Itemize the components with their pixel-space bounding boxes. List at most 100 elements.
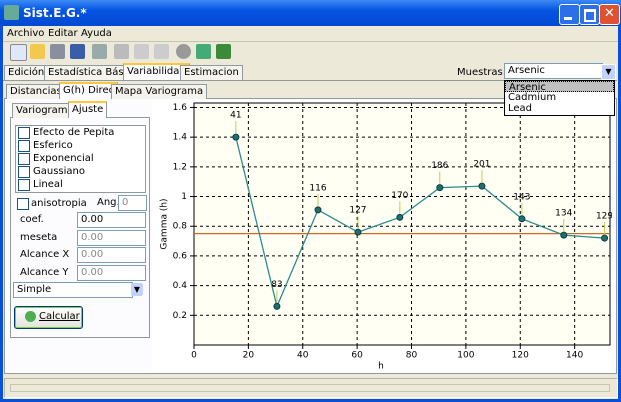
y-tick-label: 0.6: [173, 251, 188, 261]
param-input[interactable]: 0.00: [77, 264, 146, 281]
option[interactable]: Lead: [508, 103, 533, 114]
x-tick-label: 20: [243, 351, 255, 361]
x-tick-label: 100: [457, 351, 474, 361]
title-bar: Sist.E.G.* ✕: [0, 0, 621, 26]
model-label: Lineal: [33, 179, 63, 190]
method-select[interactable]: Simple: [13, 282, 133, 298]
count-label: 41: [230, 111, 241, 121]
count-label: 83: [271, 280, 282, 290]
dropdown-arrow[interactable]: ▼: [601, 64, 616, 80]
param-input[interactable]: 0.00: [77, 212, 146, 228]
model-label: Gaussiano: [33, 166, 85, 177]
count-label: 201: [473, 160, 490, 170]
x-tick-label: 80: [406, 351, 418, 361]
sub-tab-active[interactable]: G(h) Direc: [59, 82, 119, 99]
option-selected[interactable]: Arsenic: [505, 81, 614, 93]
angle-label: Ang.: [97, 197, 120, 208]
y-tick-label: 1.6: [173, 103, 188, 113]
y-tick-label: 0.4: [173, 281, 188, 291]
new-icon[interactable]: [10, 44, 27, 61]
frame-right: [618, 26, 621, 402]
menu-item[interactable]: Editar: [48, 28, 78, 39]
print-icon[interactable]: [92, 44, 107, 59]
data-point: [518, 215, 526, 223]
paste-icon[interactable]: [154, 44, 169, 59]
angle-input[interactable]: 0: [118, 195, 147, 211]
samples-dropdown: Arsenic Cadmium Lead: [504, 80, 615, 116]
x-tick-label: 40: [297, 351, 309, 361]
count-label: 143: [513, 192, 530, 202]
main-tab[interactable]: Edición: [4, 65, 49, 80]
x-tick-label: 140: [566, 351, 583, 361]
model-label: Efecto de Pepita: [33, 127, 115, 138]
y-tick-label: 1: [181, 192, 187, 202]
param-label: Alcance X: [20, 249, 70, 260]
data-point: [354, 228, 362, 236]
main-tab[interactable]: Estimacion: [180, 65, 243, 80]
y-tick-label: 1.2: [173, 162, 187, 172]
samples-select[interactable]: Arsenic: [504, 63, 603, 79]
chart: h Gamma (h) 0.2 0.4 0.6 0.8 1 1.2 1.4 1.6 0 20 40 6…: [152, 100, 612, 370]
data-point: [560, 231, 568, 239]
y-axis-label: Gamma (h): [160, 198, 170, 249]
app-icon: [4, 5, 19, 20]
cut-icon[interactable]: [114, 44, 129, 59]
menu-item[interactable]: Ayuda: [81, 28, 112, 39]
param-label: meseta: [20, 231, 58, 243]
x-tick-label: 120: [512, 351, 529, 361]
data-point: [273, 302, 281, 310]
data-point: [601, 234, 609, 242]
menu-item[interactable]: Archivo: [7, 28, 45, 39]
model-label: Exponencial: [33, 153, 94, 164]
tab-line: [3, 80, 617, 81]
panel-tab-active[interactable]: Ajuste: [68, 101, 108, 118]
count-label: 116: [309, 183, 326, 193]
checkbox[interactable]: [18, 140, 30, 152]
param-input[interactable]: 0.00: [77, 247, 146, 263]
sub-tab[interactable]: Distancias: [6, 84, 66, 99]
y-tick-label: 1.4: [173, 133, 188, 143]
window-title: Sist.E.G.*: [23, 6, 87, 20]
minimize-button[interactable]: [559, 4, 580, 25]
sub-tab[interactable]: Mapa Variograma: [111, 84, 208, 99]
param-label: Alcance Y: [20, 266, 69, 278]
method-arrow[interactable]: ▼: [131, 283, 143, 296]
help-icon[interactable]: [70, 44, 85, 59]
count-label: 127: [349, 206, 366, 216]
checkbox[interactable]: [18, 179, 30, 191]
status-bar: [4, 378, 618, 398]
data-point: [436, 184, 444, 192]
samples-label: Muestras:: [457, 67, 507, 78]
frame-left: [0, 26, 3, 402]
ok-icon: [25, 311, 36, 322]
grid-icon[interactable]: [196, 44, 211, 59]
calculate-button[interactable]: Calcular: [14, 306, 83, 329]
exit-icon[interactable]: [216, 44, 231, 59]
param-label: coef.: [20, 214, 44, 225]
model-label: Esferico: [33, 140, 73, 151]
x-tick-label: 60: [351, 351, 363, 361]
count-label: 129: [596, 212, 612, 222]
data-point: [314, 206, 322, 214]
plot-area: [193, 102, 611, 346]
option[interactable]: Cadmium: [508, 92, 557, 103]
calculate-label: Calcular: [39, 311, 80, 322]
checkbox[interactable]: [18, 166, 30, 178]
close-button[interactable]: ✕: [599, 4, 620, 25]
save-icon[interactable]: [50, 44, 65, 59]
x-tick-label: 0: [191, 351, 197, 361]
data-point: [396, 213, 404, 221]
count-label: 186: [431, 161, 448, 171]
checkbox[interactable]: [17, 198, 29, 210]
param-input[interactable]: 0.00: [77, 229, 146, 246]
frame-bottom: [0, 399, 621, 402]
x-axis-label: h: [378, 362, 384, 371]
maximize-button[interactable]: [579, 4, 600, 25]
checkbox[interactable]: [18, 127, 30, 139]
data-line: [235, 136, 605, 309]
copy-icon[interactable]: [134, 44, 149, 59]
checkbox[interactable]: [18, 153, 30, 165]
open-icon[interactable]: [30, 44, 45, 59]
info-icon[interactable]: [176, 44, 191, 59]
